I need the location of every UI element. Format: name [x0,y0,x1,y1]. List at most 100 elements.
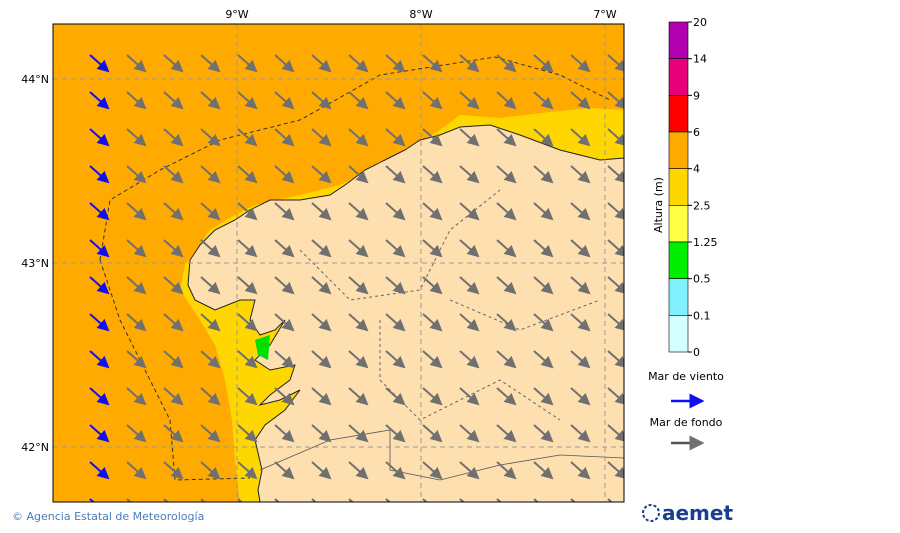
arrow [533,387,554,406]
arrow [459,350,480,369]
arrow [311,202,332,221]
arrow [607,239,624,258]
colorbar-segment [668,95,689,133]
arrow [533,128,554,147]
arrow [163,387,184,406]
colorbar: 20 14 9 6 4 2.5 1.25 0.5 0.1 0 [668,16,718,359]
arrow [311,276,332,295]
arrow [422,276,443,295]
arrow [311,91,332,110]
arrow [163,54,184,73]
arrow [459,202,480,221]
arrow [496,350,517,369]
arrow [311,239,332,258]
arrow [496,424,517,443]
arrow [89,276,110,295]
arrow [348,276,369,295]
arrow [200,54,221,73]
arrow [163,461,184,480]
arrow [348,54,369,73]
arrow [200,424,221,443]
arrow [237,350,258,369]
logo-mark [642,504,660,522]
arrow [385,461,406,480]
arrow [89,202,110,221]
arrow [385,165,406,184]
arrow [200,276,221,295]
arrow [163,424,184,443]
arrow [126,91,147,110]
arrow [237,387,258,406]
arrow [570,276,591,295]
arrow [311,350,332,369]
arrow [348,461,369,480]
lon-label: 7°W [593,8,616,21]
arrow [89,313,110,332]
colorbar-segment [668,168,689,206]
arrow [163,276,184,295]
arrow [163,91,184,110]
arrow [274,202,295,221]
arrow [348,128,369,147]
arrow [533,202,554,221]
arrow [200,350,221,369]
arrow [126,128,147,147]
arrow [385,202,406,221]
graticule [53,24,624,502]
arrow [348,91,369,110]
lat-label: 44°N [21,73,49,86]
arrow [570,313,591,332]
arrow [607,91,624,110]
colorbar-label: 20 [693,16,707,29]
arrow [496,276,517,295]
arrow [570,91,591,110]
arrow [422,424,443,443]
arrow [422,239,443,258]
arrow [385,387,406,406]
arrow [533,54,554,73]
arrow [570,461,591,480]
arrow [496,387,517,406]
arrow [311,165,332,184]
arrow [237,54,258,73]
colorbar-label: 0.1 [693,309,711,322]
arrow [237,202,258,221]
colorbar-label: 1.25 [693,236,718,249]
arrow [459,461,480,480]
colorbar-segment [668,58,689,96]
arrow [533,165,554,184]
arrow [274,313,295,332]
arrow [570,165,591,184]
lat-label: 43°N [21,257,49,270]
legend-label: Mar de fondo [650,416,723,429]
arrow [237,239,258,258]
arrow [385,128,406,147]
arrow [274,128,295,147]
colorbar-label: 14 [693,53,707,66]
arrow [459,54,480,73]
arrow [607,461,624,480]
arrow [570,202,591,221]
arrow [607,350,624,369]
colorbar-segment [668,131,689,169]
colorbar-segment [668,241,689,279]
arrow [385,54,406,73]
arrow [237,128,258,147]
arrow [200,202,221,221]
arrow [607,276,624,295]
arrow [311,128,332,147]
arrow [126,165,147,184]
arrow [274,461,295,480]
arrow [385,276,406,295]
arrow [459,239,480,258]
arrow [533,239,554,258]
arrow [607,54,624,73]
arrow [89,239,110,258]
arrow [200,461,221,480]
arrow [311,387,332,406]
arrow [385,424,406,443]
arrow [200,128,221,147]
arrow [422,54,443,73]
colorbar-label: 0 [693,346,700,359]
arrow [237,165,258,184]
